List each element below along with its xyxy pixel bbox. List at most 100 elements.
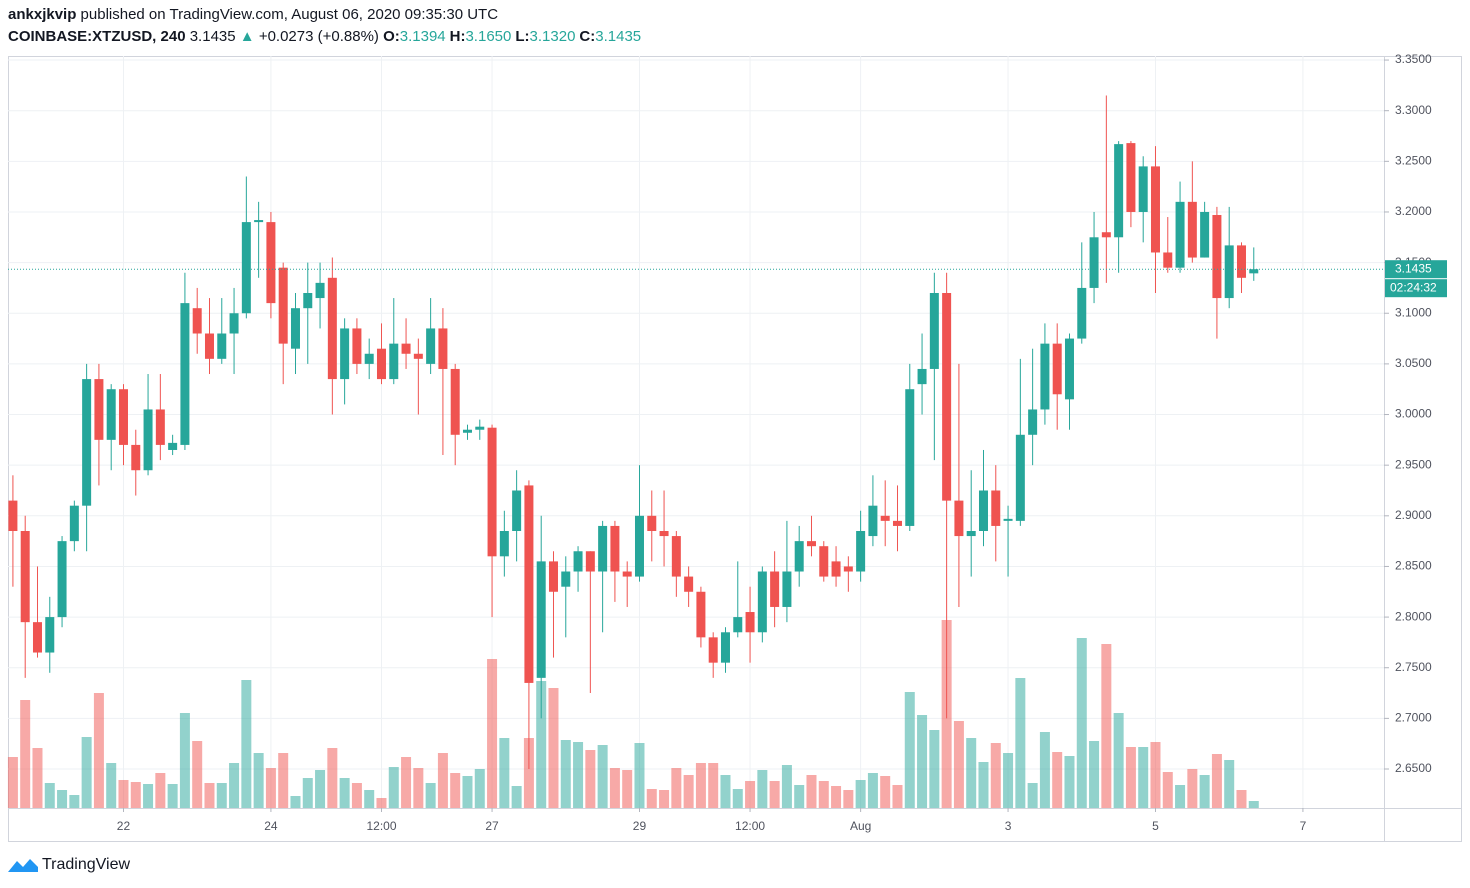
candle-body: [733, 617, 743, 633]
candle-body: [561, 571, 571, 587]
candle-body: [8, 500, 18, 532]
candle-body: [69, 505, 79, 542]
volume-bar: [966, 738, 977, 808]
volume-bar: [536, 681, 547, 808]
candle-body: [794, 541, 804, 572]
grid: [8, 56, 1384, 808]
price: 3.1435: [189, 28, 236, 45]
x-tick-label: 29: [633, 819, 647, 833]
candle-body: [450, 368, 460, 435]
candle-body: [499, 531, 509, 557]
candle-body: [634, 515, 644, 577]
volume-bar: [315, 770, 326, 808]
volume-bar: [229, 763, 240, 808]
candle-body: [1052, 343, 1062, 395]
volume-bar: [843, 790, 854, 808]
candle-body: [1003, 518, 1013, 521]
volume-bar: [953, 721, 964, 808]
candle-body: [1187, 201, 1197, 258]
volume-bar: [511, 786, 522, 808]
volume-bar: [708, 763, 719, 808]
volume-bar: [855, 780, 866, 808]
y-tick-label: 2.7000: [1395, 711, 1432, 725]
candle-body: [1064, 338, 1074, 400]
volume-bar: [573, 742, 584, 808]
volume-bar: [560, 740, 571, 808]
volume-bar: [781, 765, 792, 808]
volume-bar: [769, 781, 780, 808]
candle-body: [376, 348, 386, 380]
volume-bar: [278, 753, 289, 808]
candle-body: [978, 490, 988, 532]
ohlc: O:3.1394 H:3.1650 L:3.1320 C:3.1435: [383, 28, 645, 45]
volume-bar: [646, 789, 657, 808]
volume-bar: [339, 778, 350, 808]
volume-bar: [327, 748, 338, 808]
volume-bar: [892, 785, 903, 808]
volume-bar: [32, 748, 43, 808]
volume-bar: [1150, 742, 1161, 808]
volume-bar: [1015, 678, 1026, 808]
volume-bar: [130, 782, 141, 808]
volume-bar: [462, 776, 473, 808]
volume-bar: [1175, 785, 1186, 808]
volume-bar: [548, 688, 559, 808]
last-price-box: [1385, 260, 1447, 279]
candle-body: [1028, 409, 1038, 435]
volume-bar: [7, 757, 18, 808]
volume: [7, 620, 1259, 808]
candle-body: [1175, 201, 1185, 268]
volume-bar: [609, 768, 620, 808]
candle-body: [1114, 144, 1124, 238]
candle-body: [1138, 166, 1148, 212]
candle-body: [131, 444, 141, 471]
volume-bar: [1089, 741, 1100, 808]
volume-bar: [904, 692, 915, 808]
volume-bar: [757, 770, 768, 808]
volume-bar: [585, 750, 596, 808]
candle-body: [1224, 245, 1234, 299]
volume-bar: [93, 693, 104, 808]
volume-bar: [253, 753, 264, 808]
change: +0.0273 (+0.88%): [258, 28, 379, 45]
volume-bar: [794, 785, 805, 808]
candle-body: [20, 531, 30, 623]
y-tick-label: 3.2000: [1395, 204, 1432, 218]
candle-body: [426, 328, 436, 364]
volume-bar: [1187, 769, 1198, 808]
volume-bar: [978, 762, 989, 808]
arrow: ▲: [239, 28, 255, 45]
candle-body: [217, 333, 227, 359]
ohlc-value: 3.1320: [529, 28, 576, 45]
volume-bar: [118, 780, 129, 808]
volume-bar: [597, 745, 608, 808]
y-tick-label: 2.8500: [1395, 559, 1432, 573]
candle-body: [856, 531, 866, 572]
candle-body: [782, 571, 792, 607]
countdown: 02:24:32: [1390, 280, 1437, 294]
ohlc-label: L:: [515, 28, 530, 45]
volume-bar: [634, 743, 645, 808]
ohlc-label: C:: [579, 28, 596, 45]
candles: [8, 95, 1259, 770]
candle-body: [843, 566, 853, 572]
volume-bar: [1039, 732, 1050, 808]
volume-bar: [179, 713, 190, 808]
candle-body: [696, 591, 706, 638]
candle-body: [929, 292, 939, 369]
y-tick-label: 2.9500: [1395, 457, 1432, 471]
candle-body: [905, 389, 915, 526]
volume-bar: [474, 769, 485, 808]
candle-body: [57, 541, 67, 618]
volume-bar: [683, 775, 694, 808]
candle-body: [106, 389, 116, 440]
ohlc-label: O:: [383, 28, 400, 45]
ohlc-value: 3.1394: [399, 28, 446, 45]
candle-body: [831, 561, 841, 577]
candle-body: [757, 571, 767, 633]
candle-body: [229, 313, 239, 334]
volume-bar: [745, 781, 756, 808]
candle-body: [327, 277, 337, 380]
